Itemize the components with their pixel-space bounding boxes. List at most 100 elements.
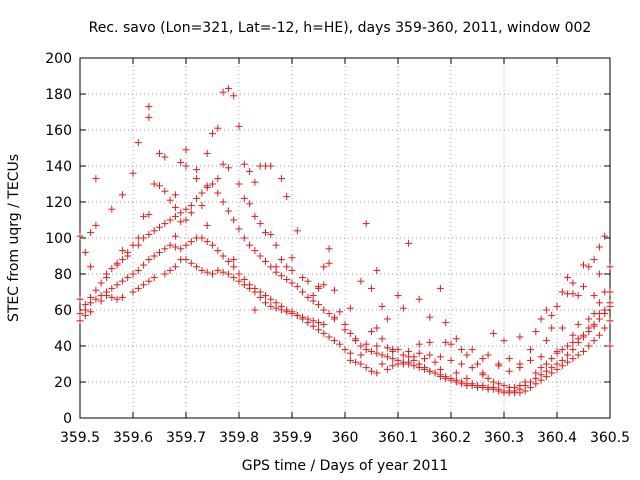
data-point — [505, 367, 513, 375]
data-point — [479, 371, 487, 379]
data-point — [171, 243, 179, 251]
data-point — [214, 266, 222, 274]
data-point — [182, 205, 190, 213]
data-point — [108, 205, 116, 213]
data-point — [113, 261, 121, 269]
data-point — [92, 286, 100, 294]
data-point — [325, 310, 333, 318]
data-point — [246, 167, 254, 175]
data-point — [219, 88, 227, 96]
data-point — [118, 247, 126, 255]
data-point — [527, 356, 534, 364]
data-point — [118, 293, 126, 301]
data-point — [288, 279, 296, 287]
data-point — [118, 256, 126, 264]
data-point — [415, 360, 423, 368]
data-point — [346, 349, 354, 357]
y-tick-label: 80 — [54, 267, 72, 283]
data-point — [537, 376, 545, 384]
data-point — [198, 266, 206, 274]
data-point — [182, 241, 190, 249]
data-point — [569, 290, 577, 298]
data-point — [383, 365, 391, 373]
data-point — [203, 221, 211, 229]
data-point — [548, 355, 556, 363]
data-point — [156, 223, 163, 231]
data-point — [389, 347, 397, 355]
data-point — [262, 257, 269, 265]
data-point — [574, 292, 582, 300]
data-point — [368, 284, 375, 292]
data-point — [320, 320, 328, 328]
data-point — [569, 355, 577, 363]
y-tick-label: 120 — [45, 195, 72, 211]
data-point — [177, 158, 185, 166]
x-axis-label: GPS time / Days of year 2011 — [242, 458, 449, 474]
data-point — [436, 373, 444, 381]
data-point — [182, 162, 190, 170]
data-point — [235, 225, 243, 233]
data-point — [171, 263, 179, 271]
data-point — [590, 320, 598, 328]
x-tick-label: 360.4 — [537, 430, 577, 446]
x-tick-label: 360.5 — [590, 430, 630, 446]
data-point — [187, 202, 195, 210]
data-point — [288, 254, 296, 262]
data-point — [585, 263, 593, 271]
data-point — [235, 122, 243, 130]
data-point — [580, 283, 587, 291]
data-point — [521, 387, 529, 395]
data-point — [262, 299, 269, 307]
data-point — [166, 216, 174, 224]
data-point — [500, 382, 508, 390]
data-point — [293, 227, 301, 235]
data-point — [357, 360, 365, 368]
data-point — [219, 198, 227, 206]
data-point — [214, 247, 222, 255]
data-point — [346, 356, 354, 364]
data-point — [537, 315, 545, 323]
data-point — [548, 369, 556, 377]
data-point — [145, 113, 153, 121]
data-point — [330, 286, 338, 294]
data-point — [532, 369, 540, 377]
data-point — [240, 160, 248, 168]
data-point — [118, 277, 126, 285]
data-point — [246, 284, 254, 292]
data-point — [277, 306, 285, 314]
data-point — [442, 374, 450, 382]
data-point — [256, 293, 264, 301]
data-point — [574, 335, 582, 343]
data-point — [92, 295, 100, 303]
data-point — [283, 263, 291, 271]
data-point — [548, 324, 556, 332]
data-point — [108, 293, 116, 301]
data-point — [219, 268, 227, 276]
data-point — [161, 220, 169, 228]
data-point — [166, 241, 174, 249]
data-point — [574, 320, 582, 328]
data-point — [415, 295, 423, 303]
data-point — [256, 220, 264, 228]
data-point — [532, 328, 540, 336]
data-point — [474, 360, 481, 368]
data-point — [558, 288, 566, 296]
data-point — [341, 326, 349, 334]
data-point — [426, 338, 434, 346]
data-point — [198, 202, 206, 210]
data-point — [452, 335, 460, 343]
y-tick-label: 180 — [45, 87, 72, 103]
data-point — [235, 277, 243, 285]
data-point — [330, 315, 338, 323]
data-point — [595, 243, 603, 251]
data-point — [182, 216, 190, 224]
data-point — [368, 347, 375, 355]
y-tick-label: 40 — [54, 339, 72, 355]
data-point — [368, 328, 375, 336]
x-tick-label: 360.1 — [378, 430, 418, 446]
data-point — [590, 256, 598, 264]
x-tick-labels: 359.5 359.6 359.7 359.8 359.9 360 360.1 360.2 36… — [60, 430, 630, 446]
data-point — [558, 362, 566, 370]
data-point — [564, 358, 572, 366]
